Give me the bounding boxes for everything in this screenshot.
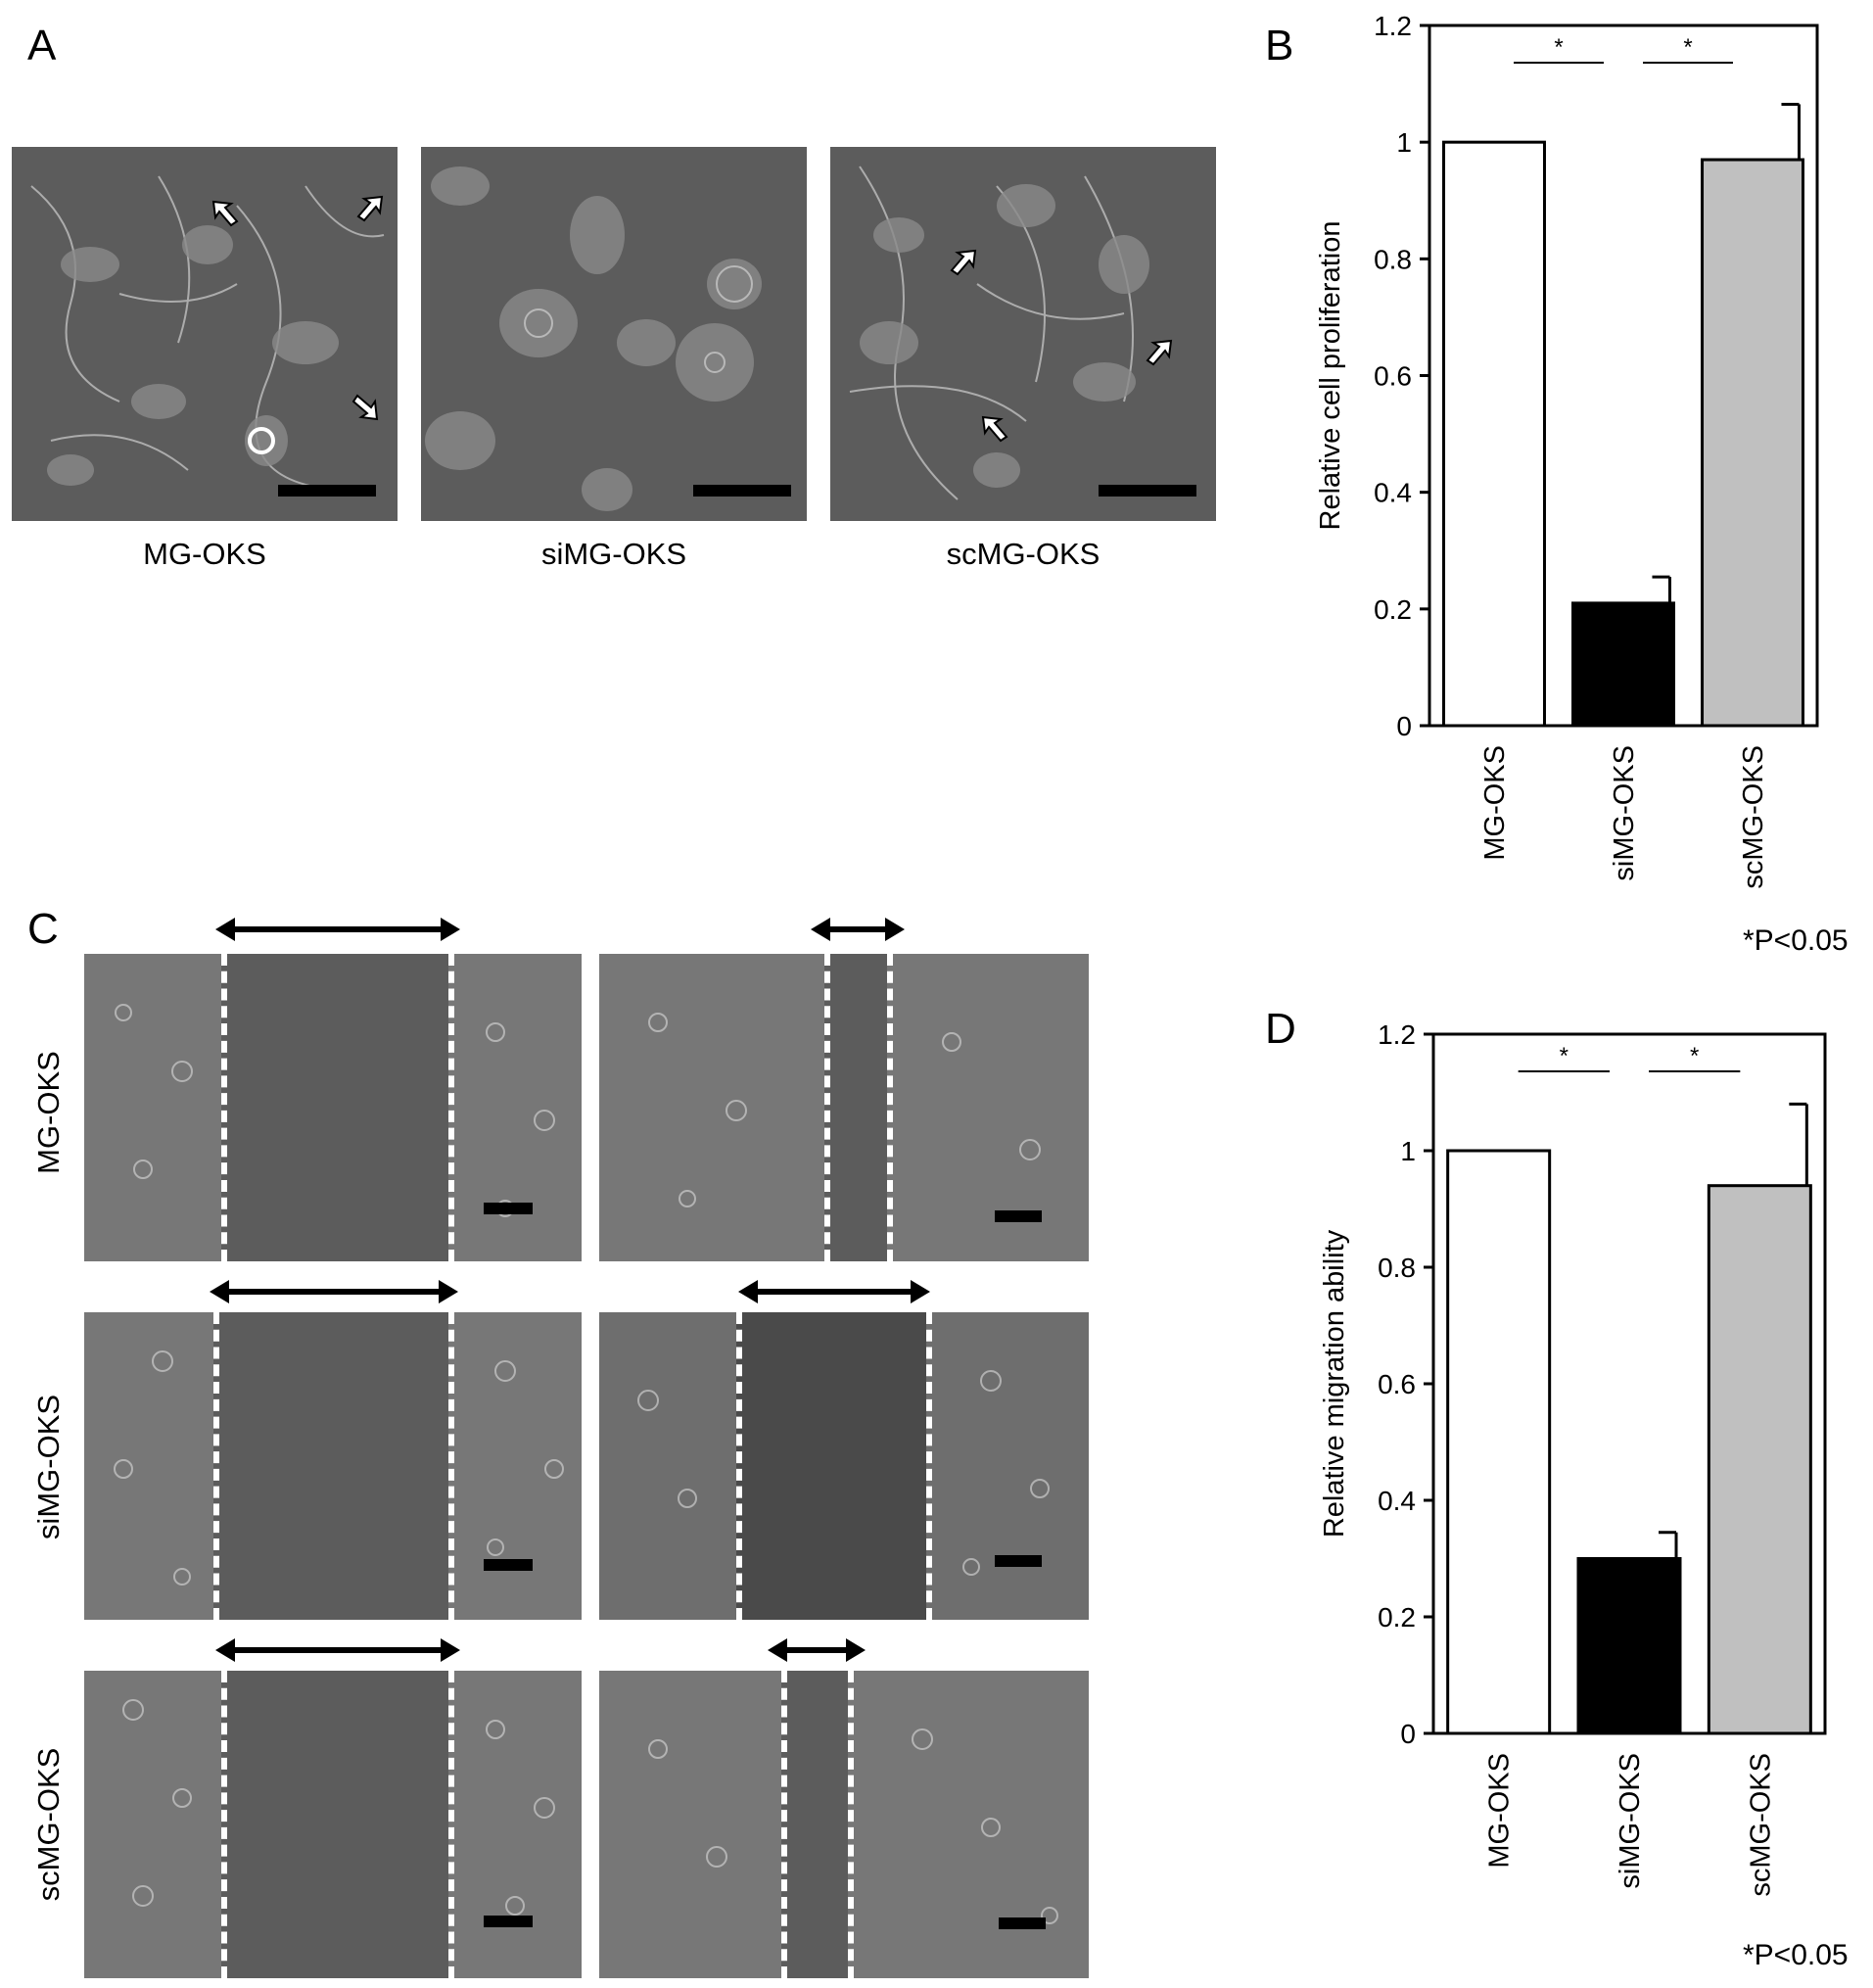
chart-b-svg: 0 0.2 0.4 0.6 0.8 1 1.2 Relative cell prolifera…	[1315, 11, 1819, 889]
y-tick-label: 1.2	[1378, 1019, 1416, 1050]
x-tick-label: MG-OKS	[1479, 745, 1511, 861]
wound-image-scmg-0h	[84, 1671, 582, 1978]
scale-bar	[1099, 485, 1196, 497]
bar	[1442, 140, 1546, 728]
y-tick-label: 0.6	[1374, 361, 1412, 392]
wound-edge-line	[848, 1671, 854, 1978]
wound-edge-line	[448, 1671, 454, 1978]
panel-c-letter: C	[27, 905, 59, 953]
wound-edge-line	[736, 1312, 742, 1620]
y-tick-label: 0	[1396, 711, 1412, 741]
cell-texture	[599, 954, 1089, 1261]
scale-bar	[484, 1203, 533, 1214]
white-arrow-icon	[981, 415, 1008, 443]
bar	[1571, 601, 1675, 728]
chart-b: 0 0.2 0.4 0.6 0.8 1 1.2 Relative cell prolifera…	[1273, 11, 1873, 960]
y-tick-label: 0.2	[1378, 1602, 1416, 1633]
panel-a-letter: A	[27, 22, 57, 70]
chart-d-svg: 0 0.2 0.4 0.6 0.8 1 1.2 Relative migration abil…	[1319, 1019, 1827, 1897]
cell-texture	[849, 166, 1149, 500]
y-tick-label: 0.4	[1378, 1486, 1416, 1516]
significance-note: *P<0.05	[1743, 924, 1849, 957]
scale-bar	[995, 1210, 1042, 1222]
chart-d: 0 0.2 0.4 0.6 0.8 1 1.2 Relative migration abil…	[1273, 1009, 1873, 1978]
cell-texture	[84, 1312, 582, 1620]
y-axis-label: Relative cell proliferation	[1315, 221, 1346, 531]
double-arrow-icon	[768, 1638, 866, 1662]
double-arrow-icon	[210, 1280, 458, 1303]
x-tick-label: scMG-OKS	[1745, 1753, 1776, 1897]
x-tick-label: MG-OKS	[1484, 1753, 1516, 1869]
scale-bar	[484, 1916, 533, 1927]
image-caption: scMG-OKS	[946, 537, 1100, 571]
micrograph-a-scmg-oks	[830, 147, 1216, 521]
y-tick-label: 0.8	[1374, 244, 1412, 274]
cell-texture	[84, 954, 582, 1261]
cell-texture	[599, 1312, 1089, 1620]
wound-edge-line	[824, 954, 830, 1261]
wound-image-mg-24h	[599, 954, 1089, 1261]
x-tick-label: siMG-OKS	[1615, 1753, 1646, 1889]
white-arrow-icon	[950, 249, 977, 276]
significance-star: *	[1560, 1043, 1569, 1069]
double-arrow-icon	[215, 1638, 460, 1662]
micrograph-a-mg-oks	[12, 147, 398, 521]
significance-note: *P<0.05	[1743, 1939, 1849, 1971]
cell-texture	[84, 1671, 582, 1978]
y-tick-label: 1.2	[1374, 11, 1412, 41]
wound-edge-line	[448, 1312, 454, 1620]
bar	[1576, 1557, 1682, 1735]
y-tick-label: 1	[1396, 127, 1412, 158]
wound-edge-line	[221, 1671, 227, 1978]
wound-image-simg-24h	[599, 1312, 1089, 1620]
significance-star: *	[1683, 34, 1692, 61]
panel-b-letter: B	[1265, 22, 1294, 70]
white-arrow-icon	[356, 195, 384, 222]
scale-bar	[693, 485, 791, 497]
wound-edge-line	[926, 1312, 932, 1620]
cell-texture	[30, 175, 385, 491]
white-arrow-icon	[1146, 339, 1173, 366]
wound-edge-line	[887, 954, 893, 1261]
cell-texture	[425, 166, 762, 511]
panel-d-letter: D	[1265, 1005, 1296, 1053]
x-tick-label: siMG-OKS	[1609, 745, 1640, 881]
scale-bar	[484, 1559, 533, 1571]
micrograph-a-simg-oks	[421, 147, 807, 521]
bar	[1707, 1184, 1812, 1735]
row-label: MG-OKS	[31, 1051, 66, 1174]
white-arrow-icon	[351, 394, 379, 421]
wound-edge-line	[781, 1671, 787, 1978]
scale-bar	[278, 485, 376, 497]
y-tick-label: 0.4	[1374, 478, 1412, 508]
double-arrow-icon	[738, 1280, 930, 1303]
double-arrow-icon	[811, 918, 905, 941]
bar	[1701, 158, 1804, 728]
scale-bar	[995, 1555, 1042, 1567]
wound-edge-line	[221, 954, 227, 1261]
wound-image-simg-0h	[84, 1312, 582, 1620]
y-tick-label: 0.2	[1374, 594, 1412, 625]
row-label: siMG-OKS	[31, 1394, 66, 1540]
y-tick-label: 0	[1400, 1719, 1416, 1749]
wound-image-mg-0h	[84, 954, 582, 1261]
y-axis-label: Relative migration ability	[1319, 1229, 1350, 1538]
white-arrow-icon	[211, 200, 239, 227]
significance-star: *	[1554, 34, 1563, 61]
wound-image-scmg-24h	[599, 1671, 1089, 1978]
y-tick-label: 1	[1400, 1136, 1416, 1166]
wound-edge-line	[448, 954, 454, 1261]
scale-bar	[999, 1917, 1046, 1929]
bar	[1446, 1149, 1552, 1735]
image-caption: MG-OKS	[143, 537, 266, 571]
x-tick-label: scMG-OKS	[1738, 745, 1769, 889]
y-tick-label: 0.6	[1378, 1369, 1416, 1399]
image-caption: siMG-OKS	[540, 537, 687, 571]
significance-star: *	[1690, 1043, 1699, 1069]
cell-texture	[599, 1671, 1089, 1978]
y-tick-label: 0.8	[1378, 1253, 1416, 1283]
double-arrow-icon	[215, 918, 460, 941]
wound-edge-line	[213, 1312, 219, 1620]
row-label: scMG-OKS	[31, 1747, 66, 1902]
